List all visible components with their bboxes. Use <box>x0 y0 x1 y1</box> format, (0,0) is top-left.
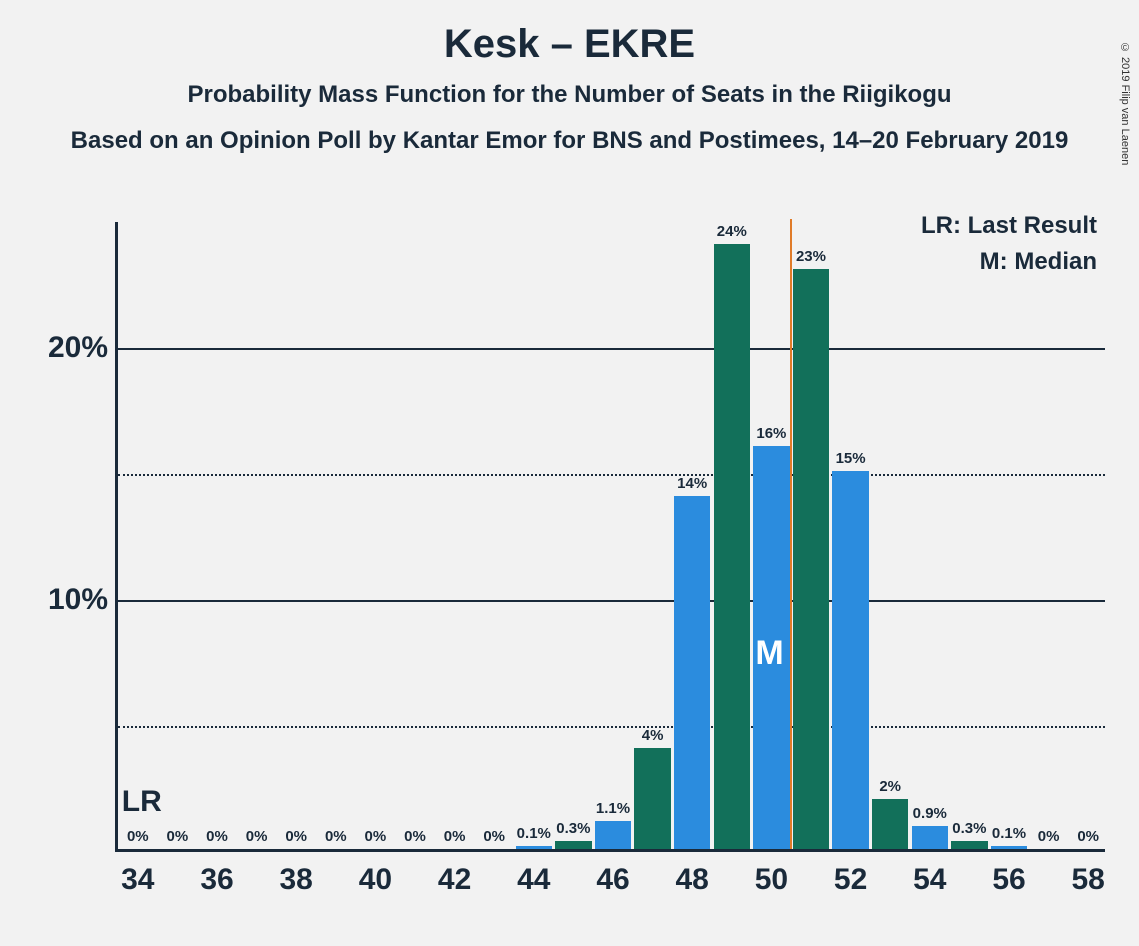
gridline <box>118 348 1105 350</box>
x-axis-label: 46 <box>596 849 629 897</box>
bar: 24% <box>714 244 750 849</box>
bar-value-label: 0.1% <box>992 825 1026 846</box>
y-axis-label: 10% <box>48 583 118 617</box>
bar-value-label: 0.3% <box>952 820 986 841</box>
bar-value-label: 0% <box>206 828 228 849</box>
bar-value-label: 0% <box>325 828 347 849</box>
bar-value-label: 1.1% <box>596 800 630 821</box>
gridline <box>118 474 1105 476</box>
bar-value-label: 24% <box>717 223 747 244</box>
bar: 0.3% <box>951 841 987 849</box>
bar-value-label: 15% <box>836 450 866 471</box>
median-line <box>790 219 792 849</box>
x-axis-label: 52 <box>834 849 867 897</box>
plot-area: LR: Last Result M: Median 10%20%0%0%0%0%… <box>115 222 1105 852</box>
bar-value-label: 23% <box>796 248 826 269</box>
bar-value-label: 0% <box>1077 828 1099 849</box>
bar-value-label: 0.3% <box>556 820 590 841</box>
legend-m: M: Median <box>921 244 1097 280</box>
gridline <box>118 600 1105 602</box>
bar-value-label: 0% <box>285 828 307 849</box>
last-result-label: LR <box>122 785 162 819</box>
chart-source: Based on an Opinion Poll by Kantar Emor … <box>0 127 1139 155</box>
y-axis-label: 20% <box>48 331 118 365</box>
bar-value-label: 0% <box>127 828 149 849</box>
x-axis-label: 58 <box>1072 849 1105 897</box>
bar-value-label: 0% <box>483 828 505 849</box>
bar-value-label: 2% <box>879 778 901 799</box>
copyright-text: © 2019 Filip van Laenen <box>1119 42 1131 165</box>
x-axis-label: 42 <box>438 849 471 897</box>
x-axis-label: 48 <box>676 849 709 897</box>
legend: LR: Last Result M: Median <box>921 208 1097 280</box>
bar-value-label: 4% <box>642 727 664 748</box>
median-label: M <box>755 634 783 673</box>
bar-value-label: 16% <box>756 425 786 446</box>
x-axis-label: 54 <box>913 849 946 897</box>
x-axis-label: 34 <box>121 849 154 897</box>
bar: 0.9% <box>912 826 948 849</box>
x-axis-label: 40 <box>359 849 392 897</box>
x-axis-label: 56 <box>992 849 1025 897</box>
bar-value-label: 0% <box>1038 828 1060 849</box>
chart-subtitle: Probability Mass Function for the Number… <box>0 81 1139 109</box>
bar-value-label: 0.9% <box>913 805 947 826</box>
bar-value-label: 0% <box>167 828 189 849</box>
bar-value-label: 0% <box>246 828 268 849</box>
bar: 4% <box>634 748 670 849</box>
bar-value-label: 0% <box>444 828 466 849</box>
bar: 14% <box>674 496 710 849</box>
bar: 15% <box>832 471 868 849</box>
legend-lr: LR: Last Result <box>921 208 1097 244</box>
bar: 0.3% <box>555 841 591 849</box>
bar: 1.1% <box>595 821 631 849</box>
x-axis-label: 50 <box>755 849 788 897</box>
bar: 23% <box>793 269 829 849</box>
bar-value-label: 0% <box>365 828 387 849</box>
x-axis-label: 44 <box>517 849 550 897</box>
bar-value-label: 0.1% <box>517 825 551 846</box>
x-axis-label: 36 <box>200 849 233 897</box>
gridline <box>118 726 1105 728</box>
bar-value-label: 0% <box>404 828 426 849</box>
chart-title: Kesk – EKRE <box>0 22 1139 67</box>
bar: 2% <box>872 799 908 849</box>
x-axis-label: 38 <box>280 849 313 897</box>
bar-value-label: 14% <box>677 475 707 496</box>
